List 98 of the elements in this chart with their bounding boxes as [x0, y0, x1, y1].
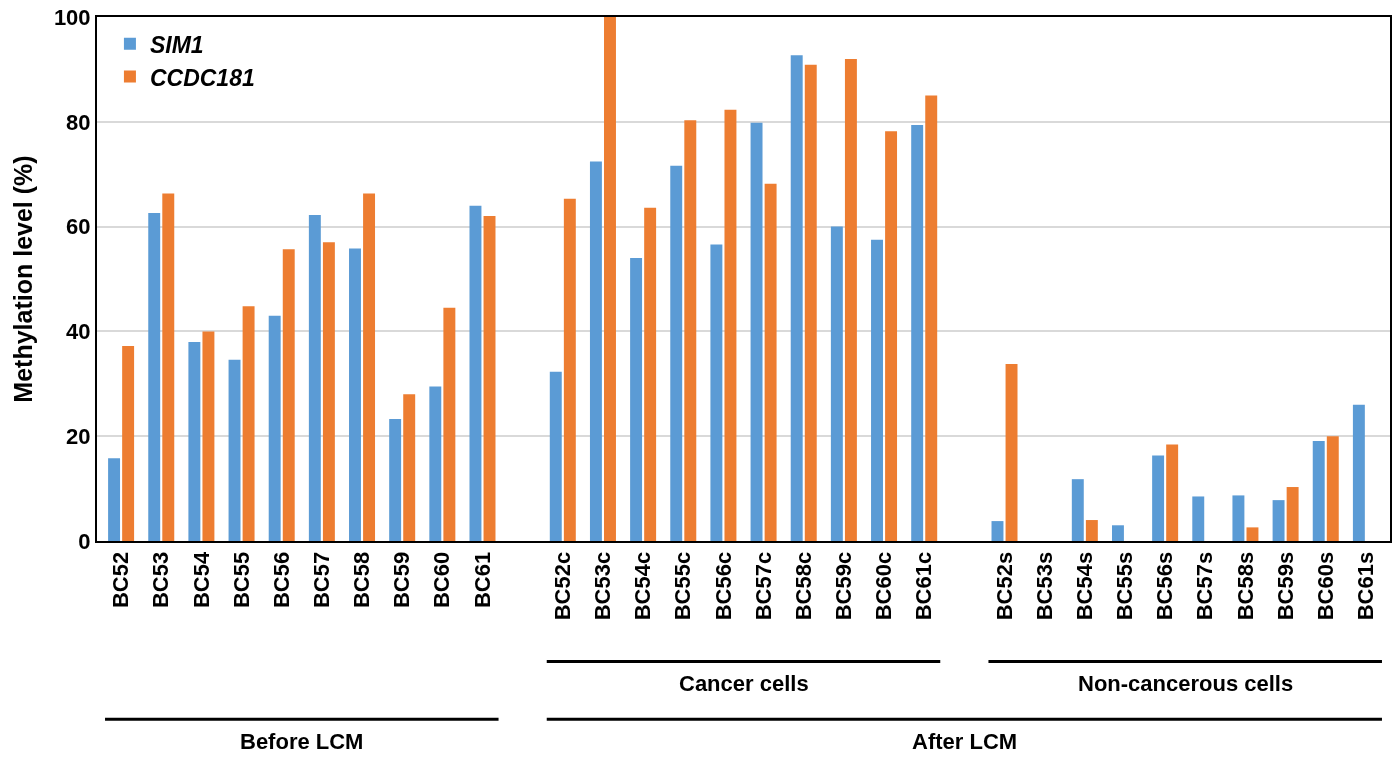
- bar: [228, 359, 241, 541]
- x-tick-label: BC52s: [991, 551, 1017, 621]
- bar: [710, 244, 723, 541]
- bar: [549, 371, 562, 541]
- text: Cancer cells: [679, 671, 809, 696]
- x-tick-label: BC57s: [1192, 551, 1218, 621]
- bar: [188, 341, 201, 541]
- x-tick-label: BC55c: [670, 551, 696, 621]
- x-tick-label: BC61c: [911, 551, 937, 621]
- bar: [469, 205, 482, 541]
- bar: [1071, 479, 1084, 541]
- x-tick-label: BC56: [268, 551, 294, 609]
- x-tick-label: BC59s: [1272, 551, 1298, 621]
- bar: [429, 386, 442, 541]
- bar: [589, 161, 602, 541]
- legend-label: CCDC181: [149, 64, 255, 91]
- bar: [483, 216, 496, 541]
- bar: [670, 165, 683, 541]
- bar: [830, 226, 843, 541]
- x-tick-label: BC56c: [710, 551, 736, 621]
- bar: [1352, 404, 1365, 541]
- x-tick-label: BC56s: [1152, 551, 1178, 621]
- bar: [885, 131, 898, 541]
- bar: [403, 394, 416, 541]
- x-tick-label: BC60: [429, 551, 455, 609]
- bar: [282, 249, 295, 541]
- bar: [604, 17, 616, 541]
- bar: [790, 55, 803, 541]
- bar: [363, 193, 376, 541]
- bar: [563, 198, 576, 541]
- text: Before LCM: [240, 729, 364, 754]
- x-tick-label: BC59: [389, 551, 415, 609]
- bar: [122, 346, 135, 541]
- y-axis-title: Methylation level (%): [9, 155, 38, 403]
- bar: [162, 193, 175, 541]
- bar: [644, 207, 657, 541]
- bar: [724, 109, 737, 541]
- y-tick-label: 80: [66, 109, 91, 135]
- bar: [991, 521, 1004, 541]
- x-tick-label: BC58s: [1232, 551, 1258, 621]
- bar: [202, 331, 215, 541]
- bar: [750, 122, 763, 541]
- x-tick-label: BC57c: [750, 551, 776, 621]
- bar: [1326, 436, 1339, 541]
- bar: [108, 458, 121, 541]
- bar: [308, 215, 321, 541]
- y-tick-label: 40: [66, 319, 91, 345]
- bar: [1272, 500, 1285, 541]
- x-tick-label: BC60c: [871, 551, 897, 621]
- bar: [764, 183, 777, 541]
- x-tick-label: BC55s: [1112, 551, 1138, 621]
- bar: [911, 124, 924, 541]
- x-tick-label: BC55: [228, 551, 254, 609]
- bar: [443, 307, 456, 541]
- bar: [322, 242, 335, 541]
- bar: [148, 212, 161, 541]
- x-tick-label: BC52: [108, 551, 134, 609]
- x-tick-label: BC53s: [1031, 551, 1057, 621]
- bar: [1192, 496, 1205, 541]
- x-tick-label: BC61: [469, 551, 495, 609]
- text: Non-cancerous cells: [1078, 671, 1294, 696]
- x-tick-label: BC58c: [790, 551, 816, 621]
- x-tick-label: BC61s: [1353, 551, 1379, 621]
- x-tick-label: BC57: [309, 551, 335, 609]
- x-tick-label: BC54: [188, 551, 214, 609]
- x-tick-label: BC60s: [1312, 551, 1338, 621]
- bar: [242, 306, 255, 541]
- x-tick-label: BC54s: [1071, 551, 1097, 621]
- legend-label: SIM1: [149, 31, 204, 58]
- bar: [1085, 520, 1098, 541]
- bar: [871, 239, 883, 541]
- text: After LCM: [912, 729, 1018, 754]
- x-tick-label: BC53: [148, 551, 174, 609]
- x-tick-label: BC58: [349, 551, 375, 609]
- bar: [1152, 455, 1165, 541]
- x-tick-label: BC53c: [590, 551, 616, 621]
- bar: [389, 418, 402, 541]
- bar: [684, 120, 697, 541]
- bar: [925, 95, 938, 541]
- bar: [1246, 527, 1259, 541]
- y-tick-label: 0: [78, 528, 91, 554]
- bar: [349, 248, 361, 541]
- x-tick-label: BC54c: [630, 551, 656, 621]
- bar: [1286, 487, 1299, 541]
- x-tick-label: BC59c: [831, 551, 857, 621]
- y-tick-label: 60: [66, 214, 91, 240]
- bar: [1232, 495, 1245, 541]
- bar: [268, 315, 281, 541]
- bar: [844, 58, 857, 541]
- bar: [1111, 525, 1124, 541]
- bar: [1312, 440, 1325, 541]
- y-tick-label: 20: [66, 423, 91, 449]
- bar: [1166, 444, 1179, 541]
- bar: [630, 258, 643, 541]
- y-tick-label: 100: [53, 4, 91, 30]
- bar: [804, 64, 817, 541]
- bar: [1005, 363, 1018, 541]
- x-tick-label: BC52c: [549, 551, 575, 621]
